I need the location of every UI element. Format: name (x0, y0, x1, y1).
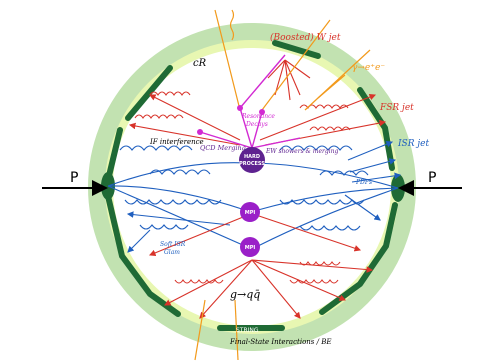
decay-vertex (197, 129, 203, 135)
boosted-w-jet-label: (Boosted) W jet (270, 32, 341, 43)
soft-isr-label-1: Soft ISR (160, 241, 186, 248)
hard-process-blob (239, 147, 265, 173)
decay-vertex (237, 105, 243, 111)
fsr-lines (128, 59, 387, 319)
qcd-merging-label: QCD Merging (200, 144, 246, 152)
hard-process-label-1: HARD (244, 154, 260, 160)
proton-label-right: P (428, 170, 436, 186)
if-interference-label: IF interference (149, 138, 204, 146)
resonance-lines (199, 54, 301, 149)
photon-lines (194, 9, 371, 361)
soft-isr-label-2: Glam (164, 249, 180, 256)
isr-lines (107, 141, 402, 253)
mpi-blob-upper (240, 202, 260, 222)
hard-process-label-2: PROCESS (239, 161, 265, 167)
final-state-label: Final-State Interactions / BE (229, 338, 331, 346)
decay-vertex (259, 109, 265, 115)
ew-showers-label: EW showers & merging (265, 148, 339, 155)
isr-jet-label: ISR jet (397, 139, 429, 149)
gamma-ee-label: γ→e⁺e⁻ (352, 63, 385, 73)
mpi-label-lower: MPI (245, 245, 256, 251)
mpi-label-upper: MPI (245, 210, 256, 216)
proton-label-left: P (70, 170, 78, 186)
string-segments (105, 40, 398, 331)
fsr-jet-label: FSR jet (379, 103, 414, 113)
pdfs-label: PDFs (355, 179, 372, 186)
cr-label: cR (193, 58, 207, 69)
resonance-decays-label-2: Decays (245, 121, 268, 128)
resonance-decays-label-1: Resonance (241, 113, 275, 120)
mpi-blob-lower (240, 237, 260, 257)
g-to-qqbar-label: g→qq̄ (230, 288, 260, 301)
string-label: STRING (236, 327, 259, 334)
